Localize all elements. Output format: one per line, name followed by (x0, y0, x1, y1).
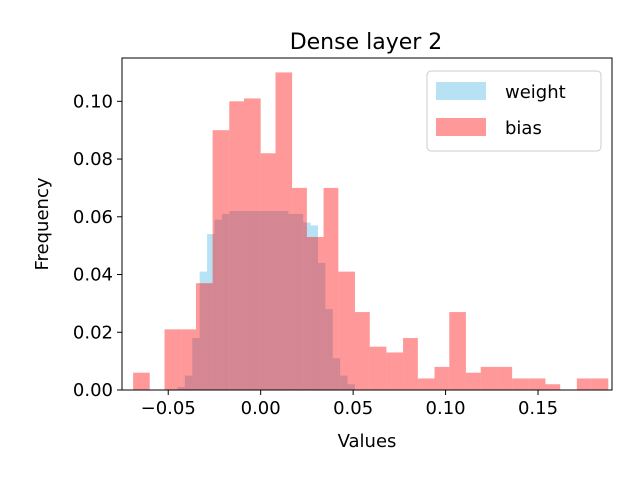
y-axis-label: Frequency (32, 177, 53, 270)
bias-bar-16 (386, 352, 404, 390)
weight-bar-13 (273, 211, 282, 390)
legend: weight bias (426, 70, 602, 152)
x-tick-label: 0.05 (333, 398, 373, 419)
bias-bar-12 (323, 187, 339, 390)
bias-bar-7 (244, 98, 261, 391)
weight-bar-21 (332, 358, 341, 390)
weight-bar-6 (221, 213, 230, 390)
weight-bar-10 (251, 211, 259, 390)
x-axis-label: Values (338, 431, 397, 452)
x-axis-ticks: −0.05 0.00 0.05 0.10 0.15 (141, 390, 558, 419)
legend-swatch-bias (436, 118, 486, 136)
weight-bar-22 (340, 375, 348, 390)
bias-bar-22 (480, 366, 498, 390)
weight-bar-1 (184, 375, 193, 390)
y-tick-label: 0.10 (73, 91, 113, 112)
series-weight (177, 211, 355, 390)
weight-bar-4 (207, 234, 215, 390)
bias-bar-18 (417, 378, 435, 390)
y-tick-label: 0.06 (73, 207, 113, 228)
bias-bar-29 (591, 378, 609, 390)
bars-layer (133, 72, 609, 391)
bias-bar-4 (195, 283, 213, 390)
bias-bar-9 (275, 72, 293, 391)
weight-bar-11 (258, 211, 267, 390)
bias-bar-26 (545, 384, 561, 390)
x-tick-label: 0.15 (518, 398, 558, 419)
legend-label-bias: bias (505, 118, 542, 139)
weight-bar-8 (236, 211, 245, 390)
y-tick-label: 0.04 (73, 265, 113, 286)
weight-bar-14 (281, 211, 289, 390)
weight-bar-5 (214, 219, 222, 390)
bias-bar-28 (576, 378, 592, 390)
weight-bar-7 (229, 211, 237, 390)
y-tick-label: 0.02 (73, 322, 113, 343)
weight-bar-20 (325, 309, 333, 390)
x-tick-label: 0.10 (426, 398, 466, 419)
bias-bar-0 (133, 372, 150, 390)
bias-bar-25 (528, 378, 546, 390)
bias-bar-23 (497, 366, 513, 390)
weight-bar-0 (177, 387, 185, 390)
series-bias (133, 72, 609, 391)
bias-bar-24 (512, 378, 529, 390)
x-tick-label: −0.05 (141, 398, 196, 419)
weight-bar-19 (318, 262, 326, 390)
bias-bar-3 (181, 329, 196, 390)
y-tick-label: 0.08 (73, 149, 113, 170)
weight-bar-2 (192, 338, 200, 390)
bias-bar-6 (229, 101, 245, 391)
bias-bar-14 (354, 312, 370, 390)
chart-title: Dense layer 2 (290, 30, 443, 55)
bias-bar-13 (338, 271, 355, 390)
weight-bar-12 (266, 211, 274, 390)
legend-swatch-weight (436, 82, 486, 100)
weight-bar-9 (244, 211, 252, 390)
x-tick-label: 0.00 (241, 398, 281, 419)
bias-bar-2 (164, 329, 182, 390)
legend-label-weight: weight (505, 82, 566, 103)
bias-bar-8 (260, 153, 276, 390)
weight-bar-16 (295, 213, 304, 390)
bias-bar-11 (306, 236, 324, 390)
weight-bar-15 (288, 213, 296, 390)
weight-bar-18 (310, 225, 318, 390)
bias-bar-20 (449, 312, 466, 390)
y-axis-ticks: 0.00 0.02 0.04 0.06 0.08 0.10 (73, 91, 122, 401)
bias-bar-15 (369, 346, 387, 390)
y-tick-label: 0.00 (73, 380, 113, 401)
bias-bar-21 (465, 372, 481, 390)
plot-frame (121, 57, 613, 391)
weight-bar-23 (347, 384, 355, 390)
bias-bar-19 (434, 366, 450, 390)
weight-bar-17 (303, 222, 311, 390)
bias-bar-10 (292, 187, 307, 390)
bias-bar-17 (403, 338, 418, 390)
weight-bar-3 (199, 271, 208, 390)
bias-bar-5 (212, 130, 230, 391)
